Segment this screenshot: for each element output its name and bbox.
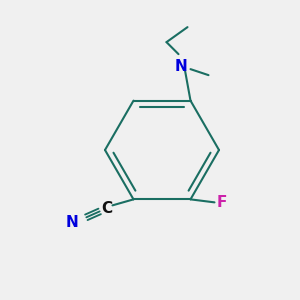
Text: N: N	[66, 215, 78, 230]
Text: F: F	[217, 195, 227, 210]
Text: C: C	[101, 201, 112, 216]
Text: N: N	[175, 58, 188, 74]
